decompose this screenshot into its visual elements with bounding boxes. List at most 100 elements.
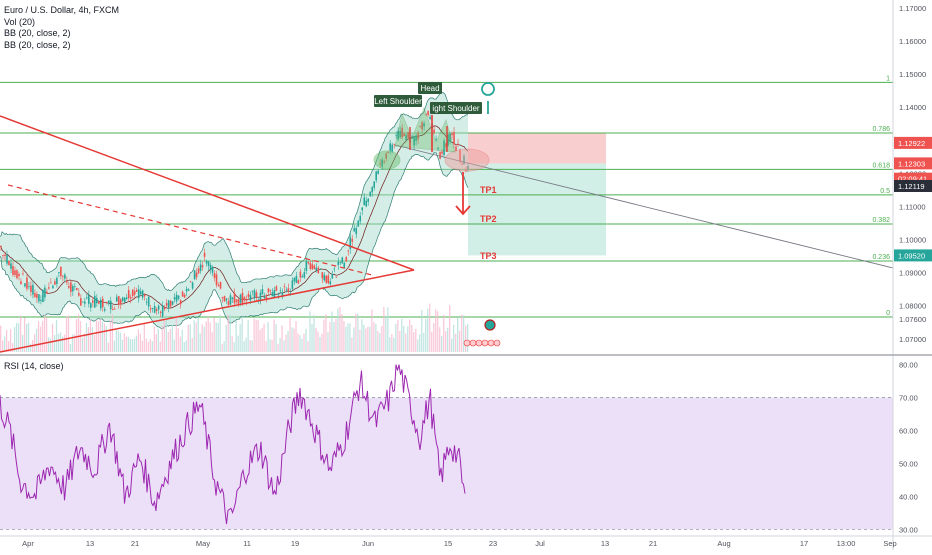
volume-bar — [91, 327, 94, 352]
neckline-extension — [394, 144, 894, 269]
volume-bar — [139, 333, 142, 352]
volume-bar — [285, 334, 287, 352]
volume-bar — [223, 341, 225, 352]
candle-body — [277, 293, 280, 295]
candle-body — [311, 264, 314, 270]
candle-body — [103, 309, 106, 311]
candle-body — [273, 289, 276, 298]
candle-body — [449, 133, 451, 143]
fib-level-label: 0.618 — [872, 162, 890, 169]
volume-bar — [275, 323, 277, 352]
rsi-tick-label: 40.00 — [899, 492, 918, 501]
candle-body — [333, 268, 336, 270]
economic-event-dot — [493, 339, 501, 347]
indicator-bollinger-2[interactable]: BB (20, close, 2) — [4, 39, 71, 50]
candle-body — [407, 132, 409, 139]
volume-bar — [371, 309, 373, 352]
location-pin-icon — [481, 82, 495, 114]
rsi-legend[interactable]: RSI (14, close) — [4, 361, 64, 371]
candle-body — [34, 293, 36, 298]
candle-body — [177, 295, 180, 299]
candle-body — [201, 265, 204, 268]
volume-bar — [125, 336, 128, 352]
candle-body — [161, 305, 164, 317]
candle-body — [341, 257, 344, 264]
volume-bar — [369, 326, 371, 352]
candle-body — [317, 267, 320, 274]
volume-bar — [351, 337, 353, 352]
candle-body — [125, 297, 128, 299]
volume-bar — [301, 338, 303, 352]
volume-bar — [205, 321, 207, 352]
volume-bar — [69, 343, 72, 352]
candle-body — [455, 146, 457, 151]
candle-body — [14, 270, 16, 275]
candle-body — [36, 293, 38, 298]
candle-body — [62, 275, 64, 277]
price-tag-label: 1.12119 — [898, 182, 925, 191]
volume-bar — [229, 314, 231, 352]
candle-body — [465, 169, 467, 171]
volume-bar — [329, 321, 331, 352]
candle-body — [171, 301, 174, 305]
indicator-volume[interactable]: Vol (20) — [4, 16, 36, 27]
volume-bar — [173, 339, 175, 352]
volume-bar — [159, 341, 161, 352]
symbol-title[interactable]: Euro / U.S. Dollar, 4h, FXCM — [4, 5, 120, 15]
candle-body — [461, 163, 463, 165]
candle-body — [219, 282, 222, 289]
candle-body — [437, 147, 439, 150]
candle-body — [215, 274, 218, 286]
volume-bar — [437, 311, 439, 352]
volume-bar — [403, 326, 405, 352]
candle-body — [453, 131, 455, 145]
candle-body — [287, 288, 290, 292]
volume-bar — [237, 335, 239, 352]
volume-bar — [291, 327, 293, 352]
candle-body — [429, 116, 431, 119]
volume-bar — [215, 322, 217, 352]
candle-body — [435, 138, 437, 140]
volume-bar — [41, 320, 44, 352]
price-tick-label: 1.11000 — [899, 202, 926, 211]
volume-bar — [87, 327, 90, 352]
candle-body — [323, 274, 326, 281]
candle-body — [129, 297, 132, 299]
price-tick-label: 1.16000 — [899, 37, 926, 46]
candle-body — [199, 264, 202, 271]
candle-body — [281, 292, 284, 297]
volume-bar — [299, 335, 301, 352]
volume-bar — [451, 338, 453, 352]
volume-bar — [225, 324, 227, 352]
volume-bar — [339, 306, 341, 352]
volume-bar — [387, 307, 389, 352]
volume-bar — [453, 324, 455, 352]
candle-body — [48, 287, 50, 289]
time-tick-label: Aug — [717, 539, 730, 548]
candle-body — [30, 285, 32, 292]
volume-bar — [391, 334, 393, 352]
candle-body — [58, 272, 60, 274]
volume-bar — [253, 318, 255, 352]
candle-body — [193, 270, 196, 280]
candle-body — [88, 294, 90, 304]
volume-bar — [7, 341, 10, 352]
candle-body — [74, 286, 76, 287]
volume-bar — [27, 322, 30, 352]
price-tick-label: 1.15000 — [899, 70, 926, 79]
indicator-bollinger-1[interactable]: BB (20, close, 2) — [4, 28, 71, 38]
candle-body — [119, 299, 122, 305]
candle-body — [99, 299, 102, 309]
volume-bar — [407, 326, 409, 352]
candle-body — [421, 122, 423, 130]
candle-body — [345, 257, 348, 262]
candle-body — [107, 300, 110, 304]
take-profit-label-1: TP1 — [480, 185, 497, 195]
candle-body — [307, 262, 310, 264]
candle-body — [239, 294, 242, 303]
candle-body — [361, 207, 364, 211]
candle-body — [4, 254, 6, 256]
time-tick-label: Jun — [362, 539, 374, 548]
